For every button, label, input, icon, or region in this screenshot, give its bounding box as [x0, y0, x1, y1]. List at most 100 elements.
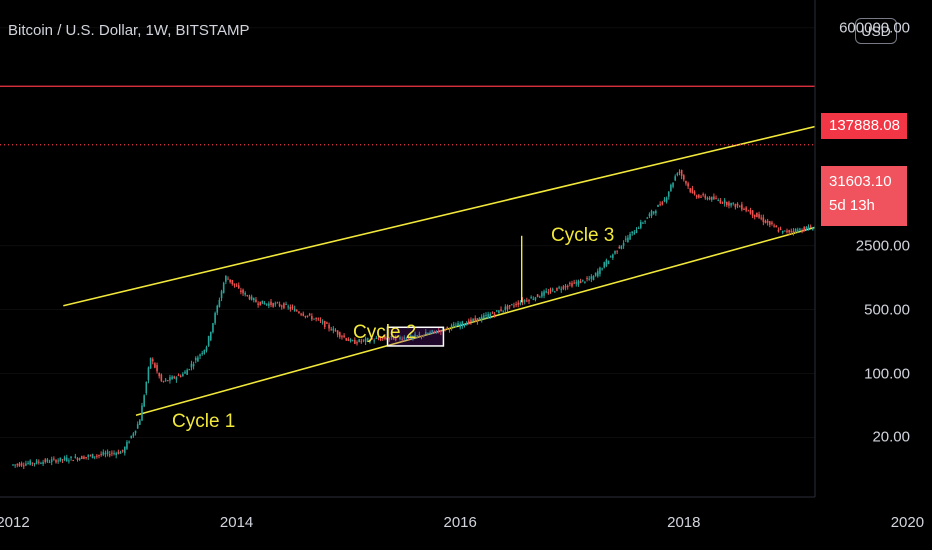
- price-candle-31: [78, 457, 81, 461]
- price-candle-149: [332, 326, 335, 334]
- grid-layer: [0, 27, 815, 438]
- price-candle-100: [227, 276, 229, 280]
- price-candle-217: [478, 317, 481, 321]
- price-candle-369: [805, 226, 808, 231]
- price-candle-301: [659, 201, 661, 207]
- price-candle-239: [526, 297, 528, 303]
- price-candle-285: [624, 235, 627, 243]
- price-candle-44: [106, 449, 109, 457]
- price-candle-102: [231, 279, 234, 286]
- price-candle-72: [167, 380, 169, 382]
- price-candle-148: [330, 326, 332, 331]
- price-candle-65: [151, 357, 154, 365]
- price-candle-171: [379, 335, 382, 342]
- price-candle-305: [667, 191, 670, 200]
- price-candle-76: [175, 376, 178, 383]
- price-candle-187: [414, 331, 416, 338]
- price-tick-label-2: 2500.00: [855, 237, 910, 255]
- price-candle-288: [631, 231, 633, 236]
- price-candle-315: [689, 187, 692, 194]
- price-candle-192: [425, 329, 427, 335]
- price-candle-371: [809, 224, 812, 229]
- price-candle-24: [63, 455, 66, 462]
- price-candle-133: [298, 310, 300, 314]
- price-candle-77: [177, 373, 180, 377]
- price-candle-134: [300, 312, 302, 317]
- price-candle-86: [197, 355, 199, 362]
- price-candle-162: [360, 338, 363, 344]
- price-candle-205: [452, 321, 455, 328]
- price-candle-216: [476, 318, 479, 325]
- price-candle-3: [18, 462, 21, 467]
- price-candle-220: [485, 312, 487, 319]
- price-candle-225: [495, 310, 498, 313]
- price-candle-219: [483, 312, 485, 320]
- price-candle-249: [547, 288, 550, 295]
- price-candle-195: [431, 329, 434, 335]
- price-candle-226: [498, 309, 500, 314]
- price-candle-89: [203, 349, 206, 355]
- price-candle-356: [777, 227, 780, 233]
- highlight-box-0: [386, 326, 445, 347]
- price-candle-110: [248, 294, 251, 301]
- price-candle-21: [57, 458, 59, 464]
- price-candle-157: [349, 338, 352, 343]
- price-candle-164: [364, 336, 367, 346]
- price-candle-372: [812, 226, 814, 231]
- price-candle-300: [657, 204, 659, 207]
- price-candle-271: [594, 272, 597, 277]
- price-candle-179: [397, 335, 399, 338]
- price-candle-215: [474, 315, 477, 323]
- price-candle-58: [136, 421, 139, 429]
- price-candle-309: [676, 172, 679, 177]
- price-candle-253: [556, 287, 558, 292]
- price-candle-327: [715, 195, 717, 200]
- price-candle-19: [53, 456, 55, 461]
- price-candle-73: [169, 374, 171, 384]
- price-candle-212: [468, 318, 470, 325]
- price-candle-161: [358, 338, 360, 343]
- price-candle-67: [156, 362, 158, 374]
- price-candle-150: [334, 328, 337, 332]
- price-candle-259: [569, 281, 571, 287]
- price-axis-panel: [815, 0, 932, 550]
- price-candle-98: [222, 281, 225, 294]
- price-tick-label-1: 600000.00: [839, 19, 910, 37]
- channel-upper-line: [63, 97, 932, 307]
- price-candle-247: [543, 289, 545, 299]
- price-candle-221: [487, 311, 489, 319]
- time-tick-label-2: 2016: [443, 514, 477, 531]
- price-candle-49: [117, 449, 120, 455]
- price-candle-339: [741, 201, 743, 212]
- price-candle-0: [12, 464, 14, 466]
- price-candle-296: [648, 212, 651, 219]
- price-candle-223: [491, 311, 494, 314]
- price-candle-183: [405, 337, 408, 340]
- price-candle-333: [728, 200, 730, 209]
- price-candle-314: [687, 181, 689, 190]
- price-candle-27: [70, 456, 72, 461]
- price-candle-87: [199, 353, 201, 360]
- price-candle-347: [758, 211, 760, 219]
- currency-button[interactable]: USD: [855, 18, 897, 44]
- price-candle-352: [769, 220, 771, 228]
- cycle-1-label: Cycle 1: [172, 411, 236, 432]
- price-candle-37: [91, 453, 94, 459]
- chart-title: Bitcoin / U.S. Dollar, 1W, BITSTAMP: [8, 22, 250, 39]
- price-candle-201: [444, 328, 446, 332]
- price-candle-272: [597, 268, 599, 278]
- price-candle-29: [74, 453, 77, 459]
- price-candle-158: [351, 339, 354, 342]
- price-candle-124: [278, 301, 281, 308]
- price-candle-115: [259, 301, 262, 306]
- price-candle-246: [541, 290, 543, 299]
- price-candle-142: [317, 317, 320, 321]
- price-candle-36: [89, 454, 92, 457]
- price-candle-341: [745, 206, 747, 213]
- price-candle-273: [599, 266, 601, 277]
- price-candle-284: [622, 240, 625, 249]
- price-candle-344: [751, 210, 754, 219]
- price-candle-144: [321, 319, 324, 325]
- price-candle-112: [253, 297, 255, 303]
